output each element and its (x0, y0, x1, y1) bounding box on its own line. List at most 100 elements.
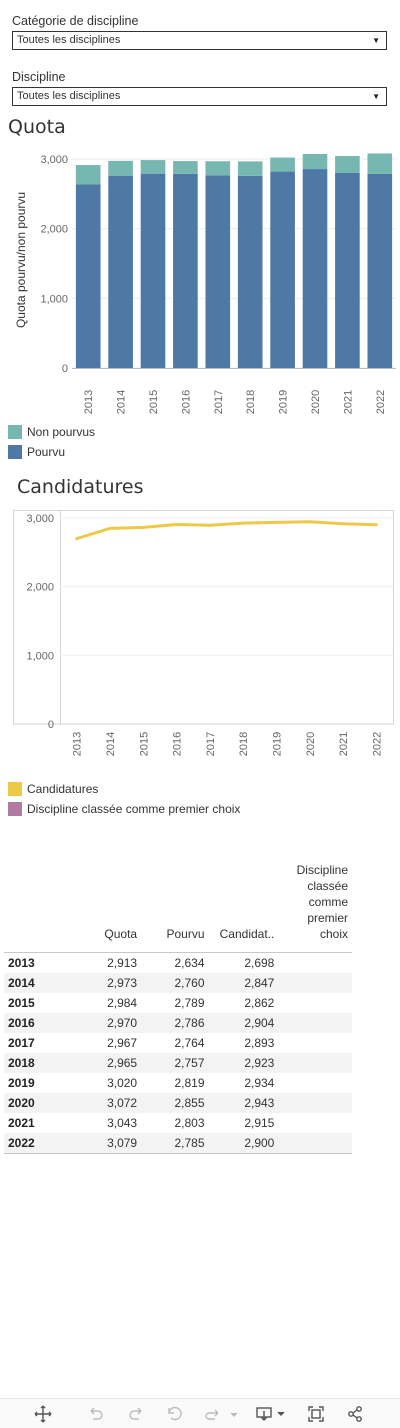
legend-swatch (8, 782, 22, 796)
bar-pourvu[interactable] (237, 175, 263, 368)
point-candidatures[interactable] (108, 526, 112, 530)
table-cell-quota: 2,984 (107, 996, 138, 1010)
x-tick-label: 2021 (342, 390, 354, 414)
legend-item-premier-choix[interactable]: Discipline classée comme premier choix (8, 799, 240, 819)
col-header-pourvu[interactable]: Pourvu (166, 927, 205, 941)
bar-non-pourvus[interactable] (237, 161, 263, 176)
bar-non-pourvus[interactable] (75, 165, 101, 185)
table-row[interactable]: 2016 2,970 2,786 2,904 (4, 1013, 352, 1033)
bar-pourvu[interactable] (75, 184, 101, 368)
point-candidatures[interactable] (341, 522, 345, 526)
table-cell-quota: 2,967 (107, 1036, 138, 1050)
discipline-category-dropdown[interactable]: Toutes les disciplines ▼ (12, 31, 387, 50)
table-header-row: Quota Pourvu Candidat.. Discipline class… (4, 862, 352, 953)
candidatures-chart[interactable]: 0 1,000 2,000 3,000 2013 2014 2015 2016 2017 2018… (0, 500, 400, 770)
table-cell-premier-choix (278, 952, 352, 973)
bar-pourvu[interactable] (140, 173, 166, 368)
point-candidatures[interactable] (374, 523, 378, 527)
move-icon[interactable] (32, 1403, 54, 1425)
caret-down-icon: ▼ (372, 92, 380, 101)
table-cell-year: 2019 (8, 1076, 35, 1090)
point-candidatures[interactable] (141, 525, 145, 529)
legend-item-pourvu[interactable]: Pourvu (8, 442, 95, 462)
bar-pourvu[interactable] (205, 175, 231, 368)
point-candidatures[interactable] (75, 537, 79, 541)
table-row[interactable]: 2015 2,984 2,789 2,862 (4, 993, 352, 1013)
quota-chart[interactable]: 0 1,000 2,000 3,000 Quota pourvu/non pourvu 2… (0, 140, 400, 550)
table-row[interactable]: 2013 2,913 2,634 2,698 (4, 952, 352, 973)
undo-icon[interactable] (85, 1403, 107, 1425)
table-cell-candidatures: 2,915 (244, 1116, 275, 1130)
bar-non-pourvus[interactable] (270, 157, 295, 172)
table-cell-year: 2018 (4, 1053, 65, 1073)
point-candidatures[interactable] (308, 520, 312, 524)
bar-pourvu[interactable] (302, 169, 328, 368)
bar-non-pourvus[interactable] (108, 160, 133, 176)
table-cell-quota: 3,072 (64, 1093, 142, 1113)
legend-item-candidatures[interactable]: Candidatures (8, 779, 240, 799)
table-row[interactable]: 2021 3,043 2,803 2,915 (4, 1113, 352, 1133)
point-candidatures[interactable] (241, 521, 245, 525)
legend-item-non-pourvus[interactable]: Non pourvus (8, 422, 95, 442)
fullscreen-icon[interactable] (305, 1403, 327, 1425)
bar-non-pourvus[interactable] (367, 153, 393, 174)
table-row[interactable]: 2017 2,967 2,764 2,893 (4, 1033, 352, 1053)
bar-non-pourvus[interactable] (302, 153, 328, 170)
x-tick-label: 2015 (138, 732, 150, 756)
table-cell-premier-choix (278, 1053, 352, 1073)
discipline-dropdown[interactable]: Toutes les disciplines ▼ (12, 87, 387, 106)
y-tick-label: 0 (48, 719, 54, 731)
x-tick-label: 2018 (245, 390, 257, 414)
col-header-candidatures[interactable]: Candidat.. (219, 927, 275, 941)
viz-toolbar (0, 1398, 400, 1428)
bar-non-pourvus[interactable] (140, 160, 166, 174)
download-icon[interactable] (254, 1403, 288, 1425)
filter-label: Discipline (12, 70, 66, 84)
table-cell-quota: 2,913 (64, 952, 142, 973)
bar-pourvu[interactable] (367, 173, 393, 368)
bar-non-pourvus[interactable] (335, 155, 360, 173)
bar-pourvu[interactable] (335, 172, 360, 368)
share-icon[interactable] (344, 1403, 366, 1425)
table-row[interactable]: 2022 3,079 2,785 2,900 (4, 1133, 352, 1154)
x-tick-label: 2015 (148, 390, 160, 414)
bar-non-pourvus[interactable] (173, 161, 198, 174)
table-cell-candidatures: 2,923 (208, 1053, 279, 1073)
table-cell-candidatures: 2,847 (208, 973, 279, 993)
y-axis-label: Quota pourvu/non pourvu (14, 192, 28, 328)
legend-swatch (8, 425, 22, 439)
col-header-quota[interactable]: Quota (104, 927, 138, 941)
table-cell-quota: 2,965 (64, 1053, 142, 1073)
y-tick-label: 3,000 (26, 513, 54, 525)
forward-icon[interactable] (201, 1403, 223, 1425)
col-header-premier-choix[interactable]: Discipline classée comme premier choix (296, 863, 348, 941)
plot-frame (13, 510, 394, 725)
line-candidatures[interactable] (76, 520, 377, 541)
x-tick-label: 2020 (310, 390, 322, 414)
dropdown-value: Toutes les disciplines (17, 90, 121, 102)
quota-title: Quota (8, 116, 66, 138)
legend-swatch (8, 445, 22, 459)
dropdown-value: Toutes les disciplines (17, 34, 121, 46)
table-row[interactable]: 2020 3,072 2,855 2,943 (4, 1093, 352, 1113)
table-row[interactable]: 2019 3,020 2,819 2,934 (4, 1073, 352, 1093)
table-cell-premier-choix (278, 1093, 352, 1113)
point-candidatures[interactable] (208, 523, 212, 527)
point-candidatures[interactable] (175, 522, 179, 526)
x-tick-label: 2021 (338, 732, 350, 756)
dropdown-icon[interactable] (228, 1403, 240, 1425)
candidatures-legend: Candidatures Discipline classée comme pr… (8, 779, 240, 819)
caret-down-icon: ▼ (372, 36, 380, 45)
table-row[interactable]: 2014 2,973 2,760 2,847 (4, 973, 352, 993)
bar-pourvu[interactable] (173, 173, 198, 368)
bar-pourvu[interactable] (108, 175, 133, 368)
bar-non-pourvus[interactable] (205, 161, 231, 176)
point-candidatures[interactable] (274, 520, 278, 524)
revert-icon[interactable] (164, 1403, 186, 1425)
filter-discipline: Discipline Toutes les disciplines ▼ (12, 70, 387, 106)
redo-icon[interactable] (125, 1403, 147, 1425)
quota-legend: Non pourvus Pourvu (8, 422, 95, 462)
bar-pourvu[interactable] (270, 171, 295, 368)
table-row[interactable]: 2018 2,965 2,757 2,923 (4, 1053, 352, 1073)
legend-label: Pourvu (27, 445, 66, 459)
